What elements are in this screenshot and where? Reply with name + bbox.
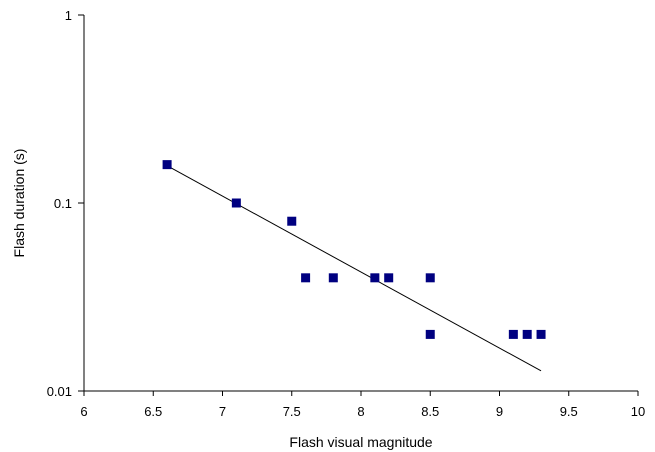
x-tick-label: 6.5 — [144, 404, 162, 419]
data-point — [370, 273, 380, 283]
x-tick-label: 8.5 — [421, 404, 439, 419]
data-point — [328, 273, 338, 283]
x-tick-label: 6 — [80, 404, 87, 419]
tick-labels: 6 6.5 7 7.5 8 8.5 9 9.5 10 0.01 0.1 1 — [47, 8, 646, 419]
x-tick-label: 9 — [496, 404, 503, 419]
data-point — [301, 273, 311, 283]
x-tick-label: 10 — [631, 404, 645, 419]
tick-marks — [78, 14, 639, 396]
data-points — [162, 160, 546, 339]
x-tick-label: 9.5 — [560, 404, 578, 419]
axes — [83, 15, 638, 392]
x-tick-label: 7.5 — [283, 404, 301, 419]
y-tick-label: 0.01 — [47, 384, 72, 399]
y-tick-label: 1 — [65, 8, 72, 23]
x-tick-label: 7 — [219, 404, 226, 419]
data-point — [287, 216, 297, 226]
y-axis-title: Flash duration (s) — [11, 149, 27, 258]
trendline — [166, 165, 542, 372]
x-axis-title: Flash visual magnitude — [289, 434, 432, 450]
data-point — [425, 273, 435, 283]
data-point — [231, 198, 241, 208]
data-point — [425, 329, 435, 339]
data-point — [508, 329, 518, 339]
data-point — [162, 160, 172, 170]
data-point — [384, 273, 394, 283]
data-point — [536, 329, 546, 339]
x-tick-label: 8 — [357, 404, 364, 419]
data-point — [522, 329, 532, 339]
trendline-group — [166, 165, 542, 372]
y-tick-label: 0.1 — [54, 196, 72, 211]
